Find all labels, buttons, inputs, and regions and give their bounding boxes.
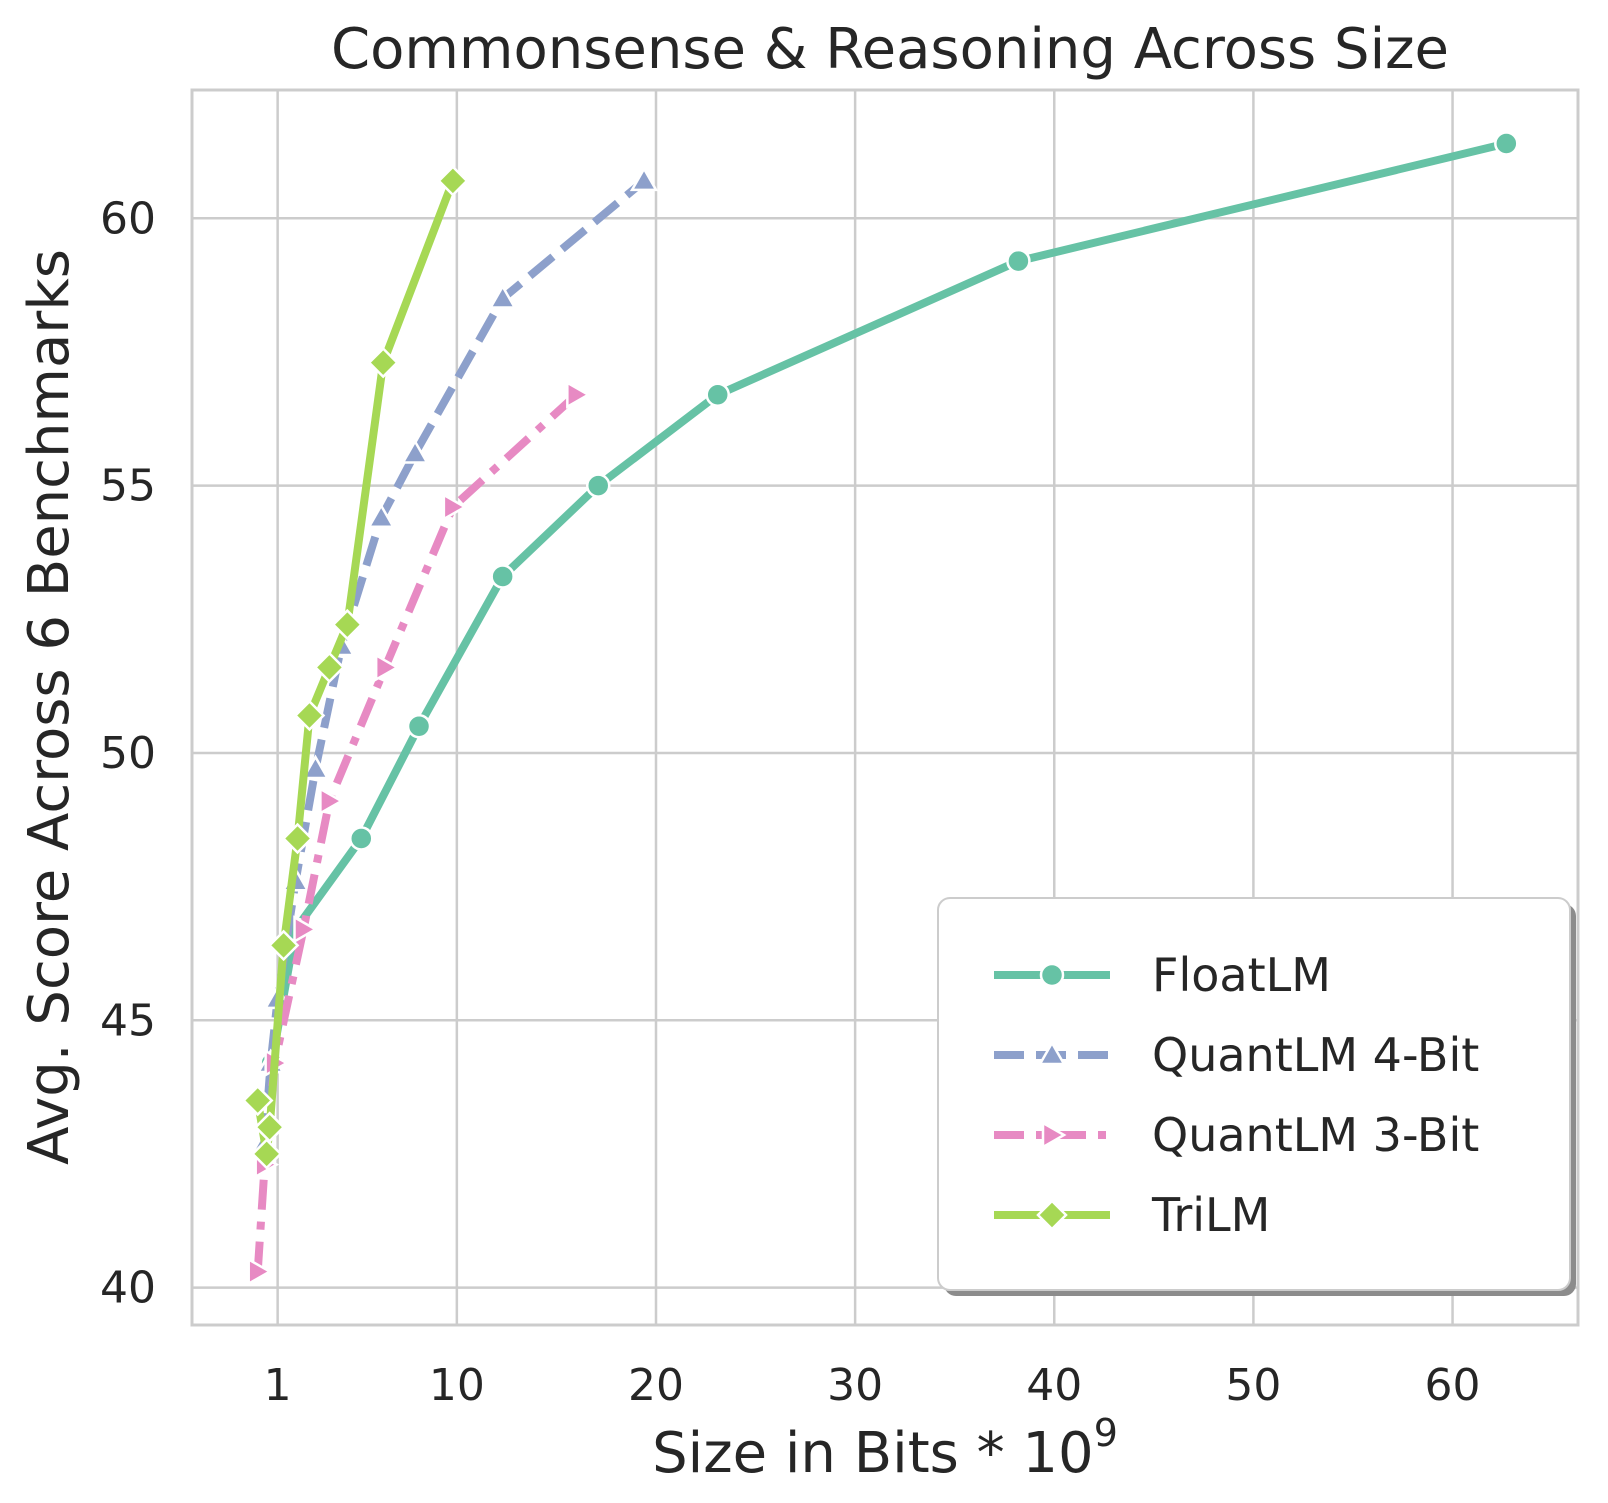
y-tick-label: 40	[100, 1263, 156, 1314]
series-group	[241, 131, 1519, 1286]
data-point-floatlm	[490, 564, 515, 589]
data-point-quantlm-4-bit	[301, 754, 330, 780]
plot-frame	[190, 88, 1580, 1327]
x-axis-label-exponent: 9	[1094, 1411, 1118, 1455]
data-point-trilm	[313, 651, 346, 684]
data-point-quantlm-3-bit	[442, 492, 468, 522]
x-tick-label: 40	[1026, 1360, 1082, 1411]
y-tick-label: 55	[100, 461, 156, 512]
data-point-quantlm-4-bit	[367, 503, 396, 528]
legend-label-quantlm-4-bit: QuantLM 4-Bit	[1152, 1028, 1479, 1082]
y-tick-label: 45	[100, 995, 156, 1046]
legend-marker-trilm	[1036, 1199, 1068, 1231]
data-point-quantlm-4-bit	[488, 283, 517, 309]
data-point-quantlm-3-bit	[566, 380, 591, 409]
data-point-floatlm	[705, 382, 730, 407]
data-point-trilm	[437, 165, 469, 197]
legend-item-trilm: TriLM	[994, 1188, 1270, 1242]
legend-box	[937, 897, 1571, 1291]
data-point-quantlm-3-bit	[247, 1257, 273, 1286]
data-point-trilm	[367, 346, 399, 379]
data-point-trilm	[281, 822, 314, 855]
data-point-floatlm	[1494, 131, 1519, 156]
data-point-quantlm-3-bit	[319, 786, 344, 816]
data-point-quantlm-4-bit	[400, 439, 430, 464]
y-tick-labels: 40 45 50 55 60	[100, 193, 156, 1313]
data-point-quantlm-4-bit	[629, 166, 659, 192]
data-point-floatlm	[406, 713, 432, 739]
legend-label-quantlm-3-bit: QuantLM 3-Bit	[1152, 1108, 1479, 1162]
data-point-floatlm	[1006, 248, 1031, 274]
legend-item-quantlm-4-bit: QuantLM 4-Bit	[994, 1028, 1479, 1082]
x-tick-label: 30	[827, 1360, 883, 1411]
series-trilm	[241, 165, 469, 1170]
legend-marker-floatlm	[1039, 962, 1065, 988]
x-tick-label: 10	[429, 1360, 485, 1411]
x-tick-label: 20	[628, 1360, 684, 1411]
data-point-quantlm-3-bit	[293, 915, 319, 944]
legend-item-floatlm: FloatLM	[994, 948, 1331, 1002]
data-point-trilm	[331, 608, 364, 641]
legend-marker-quantlm-4-bit	[1037, 1040, 1067, 1066]
data-point-trilm	[267, 929, 300, 962]
data-point-trilm	[250, 1138, 283, 1170]
legend-label-floatlm: FloatLM	[1152, 948, 1331, 1002]
grid	[192, 90, 1578, 1325]
legend-item-quantlm-3-bit: QuantLM 3-Bit	[994, 1108, 1479, 1162]
data-point-floatlm	[585, 473, 611, 498]
x-tick-label: 1	[264, 1360, 292, 1411]
data-point-floatlm	[349, 826, 374, 851]
y-tick-label: 50	[100, 728, 156, 779]
x-tick-labels: 1 10 20 30 40 50 60	[264, 1360, 1481, 1411]
x-tick-label: 60	[1425, 1360, 1481, 1411]
y-tick-label: 60	[100, 193, 156, 244]
data-point-trilm	[253, 1111, 286, 1143]
legend: FloatLM QuantLM 4-Bit QuantLM 3-Bit TriLM	[937, 897, 1576, 1296]
data-point-quantlm-3-bit	[374, 653, 400, 682]
legend-label-trilm: TriLM	[1151, 1188, 1270, 1242]
x-tick-label: 50	[1225, 1360, 1281, 1411]
legend-items: FloatLM QuantLM 4-Bit QuantLM 3-Bit TriLM	[994, 948, 1479, 1242]
data-point-trilm	[293, 699, 326, 732]
x-axis-label-text: Size in Bits * 10	[652, 1421, 1094, 1486]
y-axis-label: Avg. Score Across 6 Benchmarks	[17, 249, 82, 1165]
legend-marker-quantlm-3-bit	[1041, 1120, 1067, 1150]
x-axis-label: Size in Bits * 109	[652, 1411, 1118, 1486]
data-point-trilm	[241, 1084, 274, 1117]
chart-title: Commonsense & Reasoning Across Size	[331, 17, 1449, 82]
